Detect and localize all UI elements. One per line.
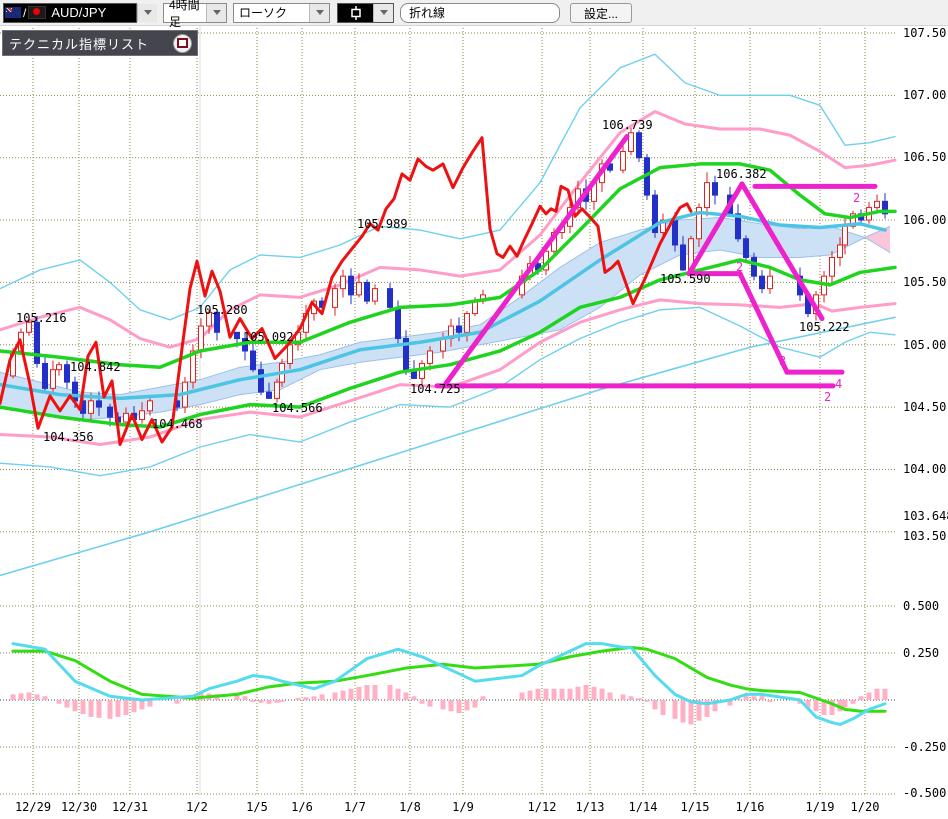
svg-text:105.280: 105.280 — [197, 303, 248, 317]
svg-text:1/19: 1/19 — [806, 800, 835, 814]
price-axis-labels: 107.50 107.00 106.50 106.00 105.50 105.00 104.… — [903, 26, 948, 800]
svg-text:12/30: 12/30 — [61, 800, 97, 814]
svg-text:104.842: 104.842 — [70, 360, 121, 374]
drawing-tool-input[interactable] — [400, 2, 560, 23]
pair-slash: / — [23, 5, 27, 20]
svg-text:3: 3 — [779, 354, 786, 368]
chart-type-select[interactable]: ローソク — [233, 2, 330, 23]
svg-text:103.648: 103.648 — [903, 509, 948, 523]
restore-window-icon[interactable] — [173, 33, 192, 53]
svg-text:106.50: 106.50 — [903, 150, 946, 164]
svg-text:104.00: 104.00 — [903, 462, 946, 476]
svg-text:105.216: 105.216 — [16, 311, 67, 325]
indicator-lines — [0, 53, 897, 577]
svg-text:107.50: 107.50 — [903, 26, 946, 40]
svg-text:1/2: 1/2 — [186, 800, 208, 814]
svg-text:0.500: 0.500 — [903, 599, 939, 613]
technical-indicator-list-panel[interactable]: テクニカル指標リスト — [2, 30, 198, 56]
svg-text:105.092: 105.092 — [243, 330, 294, 344]
svg-text:106.739: 106.739 — [602, 118, 653, 132]
svg-text:105.50: 105.50 — [903, 275, 946, 289]
pair-label: AUD/JPY — [51, 5, 107, 20]
svg-text:1/14: 1/14 — [629, 800, 658, 814]
svg-text:12/29: 12/29 — [15, 800, 51, 814]
svg-text:1/7: 1/7 — [344, 800, 366, 814]
svg-text:104.356: 104.356 — [43, 430, 94, 444]
svg-text:1/16: 1/16 — [736, 800, 765, 814]
svg-text:1/5: 1/5 — [246, 800, 268, 814]
svg-text:105.222: 105.222 — [799, 320, 850, 334]
candle-color-chevron-down-icon[interactable] — [373, 3, 393, 22]
price-annotations: 105.216 104.842 104.356 104.468 105.280 105.0… — [16, 118, 850, 444]
svg-text:-0.250: -0.250 — [903, 740, 946, 754]
svg-text:1/8: 1/8 — [399, 800, 421, 814]
svg-text:1/13: 1/13 — [576, 800, 605, 814]
svg-text:106.382: 106.382 — [716, 167, 767, 181]
svg-text:104.468: 104.468 — [152, 417, 203, 431]
settings-button[interactable]: 設定... — [570, 2, 632, 23]
chart-type-label: ローソク — [239, 6, 288, 20]
chart-type-chevron-down-icon[interactable] — [309, 3, 329, 22]
svg-text:2: 2 — [824, 390, 831, 404]
svg-text:105.989: 105.989 — [357, 217, 408, 231]
svg-text:106.00: 106.00 — [903, 213, 946, 227]
pair-chevron-down-icon[interactable] — [137, 3, 157, 22]
svg-text:105.590: 105.590 — [660, 272, 711, 286]
chart-toolbar: / AUD/JPY 4時間足 ローソク 設定... — [0, 0, 948, 29]
svg-text:-0.500: -0.500 — [903, 786, 946, 800]
svg-text:0.250: 0.250 — [903, 646, 939, 660]
svg-text:104.566: 104.566 — [272, 401, 323, 415]
svg-text:104.725: 104.725 — [410, 382, 461, 396]
svg-text:107.00: 107.00 — [903, 88, 946, 102]
svg-text:1/12: 1/12 — [528, 800, 557, 814]
timeframe-select[interactable]: 4時間足 — [163, 0, 227, 29]
svg-text:2: 2 — [853, 191, 860, 205]
svg-text:1/6: 1/6 — [291, 800, 313, 814]
svg-text:103.50: 103.50 — [903, 529, 946, 543]
japan-flag-icon — [28, 6, 47, 19]
svg-text:1/9: 1/9 — [452, 800, 474, 814]
svg-text:4: 4 — [835, 377, 842, 391]
australia-flag-icon — [5, 7, 21, 18]
macd-panel — [10, 642, 888, 726]
svg-text:104.50: 104.50 — [903, 400, 946, 414]
white-candle-icon — [338, 5, 373, 20]
svg-text:105.00: 105.00 — [903, 338, 946, 352]
svg-text:1/20: 1/20 — [851, 800, 880, 814]
timeframe-label: 4時間足 — [169, 0, 200, 29]
svg-text:1/15: 1/15 — [681, 800, 710, 814]
svg-text:12/31: 12/31 — [112, 800, 148, 814]
timeframe-chevron-down-icon[interactable] — [206, 3, 226, 22]
candle-color-select[interactable] — [337, 2, 394, 23]
svg-text:2: 2 — [736, 260, 743, 274]
overlay-lines — [0, 136, 897, 447]
date-axis-labels: 12/29 12/30 12/31 1/2 1/5 1/6 1/7 1/8 1/9 1/12 1/1… — [15, 800, 880, 814]
panel-title: テクニカル指標リスト — [9, 36, 150, 52]
currency-pair-select[interactable]: / AUD/JPY — [3, 2, 137, 23]
